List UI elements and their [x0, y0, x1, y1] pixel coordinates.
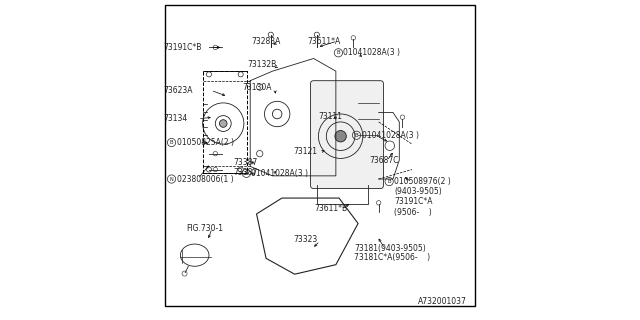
Text: 023808006(1 ): 023808006(1 )	[177, 174, 233, 184]
Text: 010508976(2 ): 010508976(2 )	[394, 177, 451, 186]
Text: 73323: 73323	[293, 236, 317, 244]
Text: 73387: 73387	[234, 158, 258, 167]
Text: 73687C: 73687C	[369, 156, 399, 165]
Text: B: B	[355, 133, 358, 138]
Text: (9403-9505): (9403-9505)	[394, 187, 442, 196]
Text: 01041028A(3 ): 01041028A(3 )	[344, 48, 401, 57]
Text: A732001037: A732001037	[419, 297, 467, 306]
Circle shape	[220, 120, 227, 127]
Text: 73283A: 73283A	[252, 37, 281, 46]
Text: 73191C*A: 73191C*A	[394, 197, 433, 206]
Text: 73387: 73387	[234, 168, 258, 177]
Text: B: B	[244, 171, 248, 176]
Text: 01050825A(2 ): 01050825A(2 )	[177, 138, 234, 147]
Text: 73111: 73111	[319, 112, 342, 121]
Text: 73611*B: 73611*B	[314, 204, 348, 213]
Text: 73623A: 73623A	[163, 86, 193, 95]
FancyBboxPatch shape	[310, 81, 383, 188]
Text: 73611*A: 73611*A	[307, 36, 340, 45]
Text: N: N	[170, 177, 173, 181]
Text: 73134: 73134	[163, 114, 188, 123]
Text: 73181C*A(9506-    ): 73181C*A(9506- )	[354, 253, 430, 262]
Text: 73121: 73121	[293, 147, 317, 156]
Text: 73130A: 73130A	[243, 83, 272, 92]
Text: 01041028A(3 ): 01041028A(3 )	[362, 131, 419, 140]
Circle shape	[335, 131, 346, 142]
Text: 73181(9403-9505): 73181(9403-9505)	[354, 244, 426, 253]
Text: 01041028A(3 ): 01041028A(3 )	[252, 169, 308, 178]
Text: FIG.730-1: FIG.730-1	[186, 224, 223, 233]
Text: B: B	[337, 50, 340, 55]
Text: 73191C*B: 73191C*B	[163, 43, 202, 52]
Text: B: B	[387, 179, 391, 184]
Text: B: B	[170, 140, 173, 145]
Text: (9506-    ): (9506- )	[394, 208, 432, 217]
Text: 73132B: 73132B	[248, 60, 277, 69]
